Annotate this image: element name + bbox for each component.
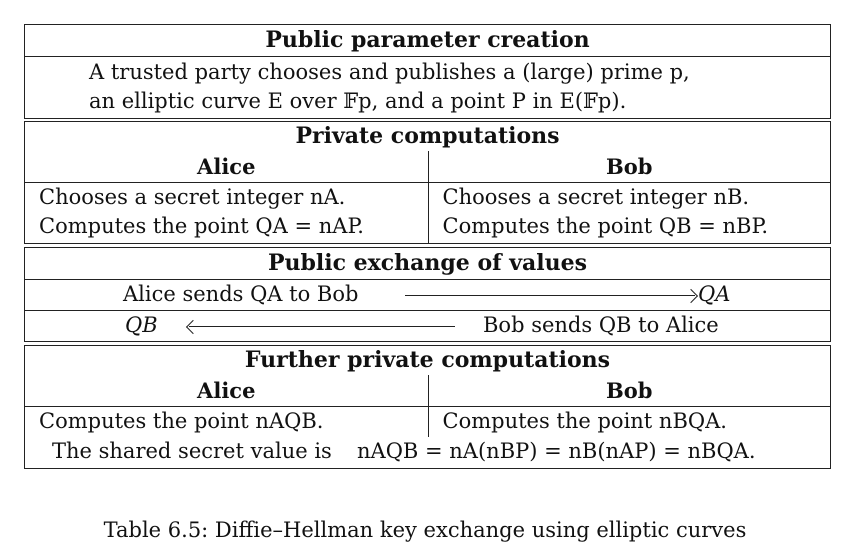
bob-label: Bob [428, 375, 830, 407]
private-computations-columns: Alice Chooses a secret integer nA. Compu… [25, 151, 830, 243]
section-header: Further private computations [244, 347, 611, 373]
exchange-row-alice-to-bob: Alice sends QA to Bob QA [25, 279, 830, 310]
alice-column: Alice Chooses a secret integer nA. Compu… [25, 151, 428, 243]
exchange-row-bob-to-alice: QB Bob sends QB to Alice [25, 310, 830, 341]
bob-final-step: Computes the point nBQA. [442, 409, 727, 433]
bob-step-1: Chooses a secret integer nB. [442, 185, 750, 209]
bob-label: Bob [428, 151, 830, 183]
left-arrow-icon [189, 326, 455, 327]
shared-secret-row: The shared secret value is nAQB = nA(nBP… [25, 437, 830, 468]
further-computations-section: Further private computations Alice Compu… [24, 345, 831, 469]
parameter-description: A trusted party chooses and publishes a … [25, 56, 830, 117]
right-arrow-icon [405, 295, 695, 296]
alice-label: Alice [25, 151, 428, 183]
text-fragment: A trusted party chooses and publishes a … [89, 60, 690, 84]
private-computations-section: Private computations Alice Chooses a sec… [24, 121, 831, 244]
public-exchange-section: Public exchange of values Alice sends QA… [24, 247, 831, 342]
parameter-line-2: an elliptic curve E over 𝔽p, and a point… [89, 87, 830, 116]
section-header: Public parameter creation [265, 27, 590, 53]
alice-step-1: Chooses a secret integer nA. [39, 185, 346, 209]
bob-step-2: Computes the point QB = nBP. [442, 214, 769, 238]
alice-final-step: Computes the point nAQB. [39, 409, 324, 433]
shared-secret-label: The shared secret value is [52, 439, 332, 463]
section-header: Private computations [295, 123, 560, 149]
alice-label: Alice [25, 375, 428, 407]
alice-step-2: Computes the point QA = nAP. [39, 214, 364, 238]
alice-sent-value: QA [698, 282, 731, 306]
parameter-line-1: A trusted party chooses and publishes a … [89, 58, 830, 87]
further-computations-columns: Alice Computes the point nAQB. Bob Compu… [25, 375, 830, 437]
alice-column: Alice Computes the point nAQB. [25, 375, 428, 437]
shared-secret-formula: nAQB = nA(nBP) = nB(nAP) = nBQA. [357, 439, 756, 463]
table-caption: Table 6.5: Diffie–Hellman key exchange u… [103, 518, 747, 542]
public-parameter-section: Public parameter creation A trusted part… [24, 24, 831, 119]
text-fragment: an elliptic curve E over 𝔽p, and a point… [89, 89, 627, 113]
bob-column: Bob Chooses a secret integer nB. Compute… [427, 151, 830, 243]
section-header: Public exchange of values [267, 250, 588, 276]
alice-sends-text: Alice sends QA to Bob [123, 282, 359, 306]
bob-sends-text: Bob sends QB to Alice [483, 313, 719, 337]
bob-sent-value: QB [125, 313, 158, 337]
bob-column: Bob Computes the point nBQA. [427, 375, 830, 437]
